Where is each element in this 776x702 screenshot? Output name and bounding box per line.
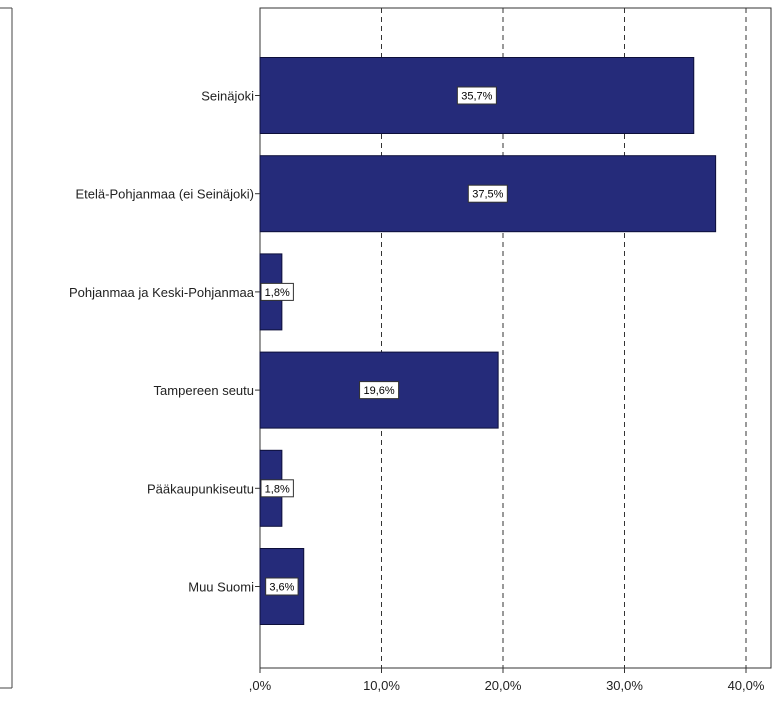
data-label-box — [260, 479, 294, 498]
x-tick-label: 30,0% — [606, 678, 643, 693]
x-axis-ticks: ,0% 10,0% 20,0% 30,0% 40,0% — [249, 668, 765, 693]
category-label: Seinäjoki — [201, 89, 254, 104]
data-label: 19,6% — [363, 385, 394, 397]
data-label: 37,5% — [472, 189, 503, 201]
data-label: 3,6% — [269, 582, 294, 594]
bars — [259, 57, 717, 625]
category-label: Etelä-Pohjanmaa (ei Seinäjoki) — [76, 187, 254, 202]
data-label-box — [265, 577, 299, 596]
data-label: 1,8% — [265, 483, 290, 495]
x-tick-label: 20,0% — [485, 678, 522, 693]
data-label: 1,8% — [265, 287, 290, 299]
category-label: Pääkaupunkiseutu — [147, 481, 254, 496]
data-label-box — [359, 381, 400, 400]
category-labels: Seinäjoki Etelä-Pohjanmaa (ei Seinäjoki) P… — [69, 89, 260, 595]
data-label-box — [456, 86, 497, 105]
category-label: Pohjanmaa ja Keski-Pohjanmaa — [69, 285, 255, 300]
x-tick-label: 10,0% — [363, 678, 400, 693]
category-label: Tampereen seutu — [154, 383, 254, 398]
x-tick-label: 40,0% — [728, 678, 765, 693]
category-label: Muu Suomi — [188, 580, 254, 595]
data-label: 35,7% — [461, 91, 492, 103]
data-label-box — [260, 282, 294, 301]
data-label-box — [467, 184, 508, 203]
data-labels: 35,7% 37,5% 1,8% 19,6% 1,8% 3,6% — [260, 86, 508, 596]
x-tick-label: ,0% — [249, 678, 272, 693]
